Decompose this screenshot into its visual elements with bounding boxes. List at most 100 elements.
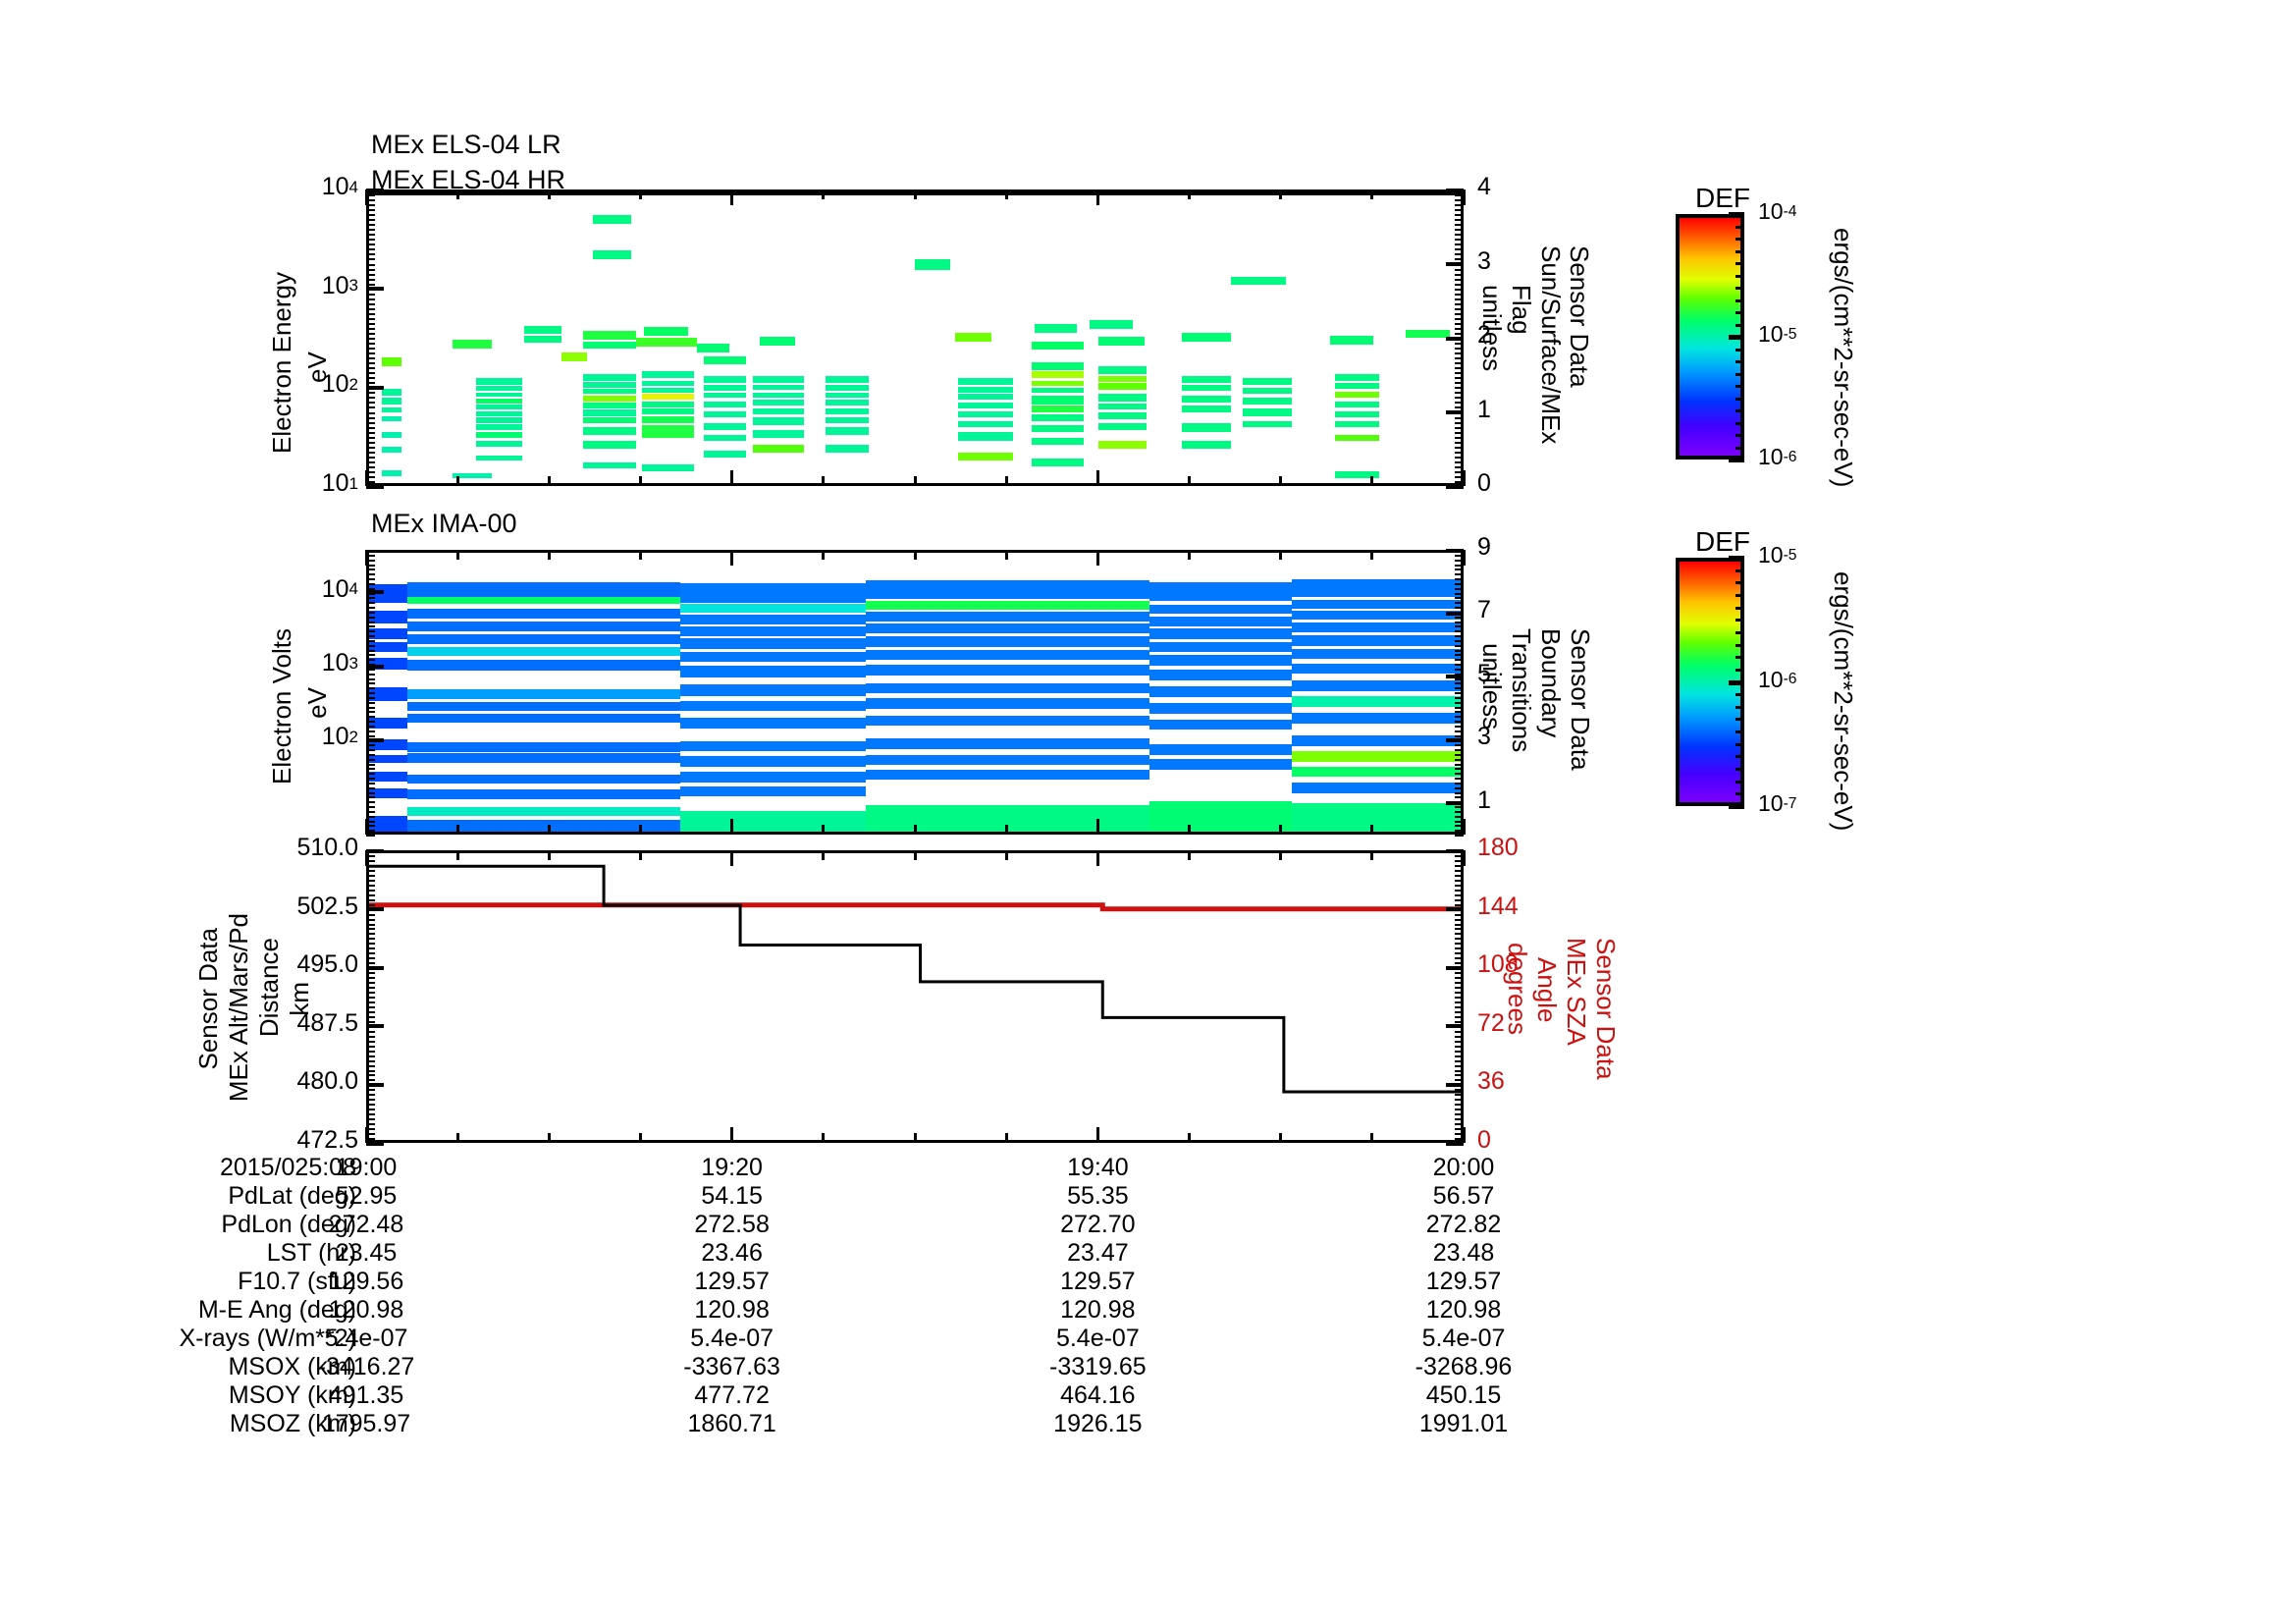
spectrogram-cell: [753, 392, 804, 399]
spectrogram-cell: [642, 370, 695, 379]
y-minor-tick-right: [1455, 587, 1464, 590]
y-minor-tick-right: [1455, 377, 1464, 380]
spectrogram-cell: [1291, 713, 1461, 724]
colorbar-minor-tick: [1735, 742, 1744, 746]
panel2-right-label: Sensor Data: [1566, 628, 1595, 771]
spectrogram-cell: [582, 427, 637, 436]
table-cell: 1860.71: [687, 1410, 776, 1437]
y-minor-tick-right: [1455, 1143, 1464, 1145]
y-major-tick: [366, 965, 384, 970]
spectrogram-cell: [582, 461, 637, 469]
y-minor-tick: [366, 1069, 375, 1072]
spectrogram-cell: [406, 634, 680, 645]
y-minor-tick-right: [1455, 1045, 1464, 1048]
y-minor-tick-right: [1455, 859, 1464, 862]
panel3-right-label3: Angle: [1532, 957, 1562, 1023]
y-minor-tick: [366, 933, 375, 936]
spectrogram-cell: [865, 635, 1150, 648]
y-minor-tick: [366, 1089, 375, 1092]
spectrogram-cell: [1335, 435, 1379, 442]
y-minor-tick: [366, 1001, 375, 1003]
y-minor-tick: [366, 357, 375, 360]
y-minor-tick-right: [1455, 763, 1464, 766]
colorbar-minor-tick: [1735, 262, 1744, 265]
spectrogram-cell: [1182, 406, 1232, 413]
ima-spectrogram-panel[interactable]: [366, 550, 1464, 835]
spectrogram-cell: [704, 356, 746, 365]
y-minor-tick: [366, 1118, 375, 1121]
y-minor-tick-right: [1455, 644, 1464, 647]
y-minor-tick-right: [1455, 972, 1464, 975]
spectrogram-cell: [642, 408, 695, 414]
x-tick-bottom: [913, 476, 917, 486]
y-minor-tick-right: [1455, 730, 1464, 732]
y-tick-label-right: 3: [1477, 723, 1491, 751]
spectrogram-cell: [382, 356, 402, 367]
y-minor-tick-right: [1455, 943, 1464, 946]
y-tick-label: 487.5: [296, 1008, 358, 1037]
spectrogram-cell: [1149, 703, 1292, 714]
y-minor-tick: [366, 744, 375, 747]
y-tick-label: 10 4: [321, 574, 358, 603]
y-minor-tick-right: [1455, 1089, 1464, 1092]
x-tick-top: [639, 550, 642, 560]
table-cell: 491.35: [328, 1381, 404, 1409]
els-spectrogram-panel[interactable]: [366, 189, 1464, 486]
y-tick-label-right: 0: [1477, 469, 1491, 497]
y-minor-tick: [366, 446, 375, 449]
y-minor-tick: [366, 470, 375, 473]
x-tick-top: [1188, 189, 1191, 199]
y-minor-tick-right: [1455, 460, 1464, 463]
y-minor-tick-right: [1455, 1084, 1464, 1087]
spectrogram-cell: [1335, 391, 1379, 399]
y-minor-tick-right: [1455, 982, 1464, 985]
y-minor-tick: [366, 659, 375, 662]
spectrogram-cell: [958, 394, 1014, 401]
y-minor-tick: [366, 564, 375, 567]
spectrogram-cell: [642, 401, 695, 407]
y-minor-tick: [366, 621, 375, 623]
table-cell: 19:40: [1067, 1154, 1129, 1181]
colorbar-minor-tick: [1735, 397, 1744, 401]
spectrogram-cell: [679, 651, 866, 663]
y-minor-tick-right: [1455, 446, 1464, 449]
y-minor-tick-right: [1455, 773, 1464, 776]
x-tick-bottom: [730, 1127, 734, 1143]
y-minor-tick-right: [1455, 778, 1464, 780]
colorbar-minor-tick: [1735, 643, 1744, 647]
y-minor-tick: [366, 387, 375, 390]
spectrogram-cell: [679, 625, 866, 636]
y-minor-tick: [366, 1138, 375, 1141]
y-major-tick-right: [1446, 611, 1464, 616]
y-minor-tick-right: [1455, 1030, 1464, 1033]
spectrogram-cell: [1097, 423, 1147, 430]
y-minor-tick-right: [1455, 302, 1464, 305]
y-minor-tick-right: [1455, 564, 1464, 567]
spectrogram-cell: [475, 386, 522, 391]
spectrogram-cell: [704, 451, 746, 459]
spectrogram-cell: [1031, 438, 1085, 445]
spectrogram-cell: [382, 406, 402, 413]
y-tick-label-right: 3: [1477, 246, 1491, 275]
y-minor-tick-right: [1455, 436, 1464, 439]
y-minor-tick-right: [1455, 701, 1464, 704]
altitude-sza-panel[interactable]: [366, 850, 1464, 1143]
x-tick-bottom: [822, 1133, 826, 1143]
y-minor-tick-right: [1455, 411, 1464, 414]
spectrogram-cell: [406, 608, 680, 620]
spectrogram-cell: [1182, 384, 1232, 391]
x-tick-top: [822, 550, 826, 560]
colorbar-minor-tick: [1735, 656, 1744, 660]
spectrogram-cell: [452, 472, 492, 479]
spectrogram-cell: [523, 325, 561, 334]
y-minor-tick-right: [1455, 1005, 1464, 1008]
y-minor-tick-right: [1455, 884, 1464, 887]
y-minor-tick: [366, 293, 375, 296]
y-minor-tick: [366, 1113, 375, 1116]
y-minor-tick-right: [1455, 263, 1464, 266]
spectrogram-cell: [1291, 578, 1461, 597]
y-minor-tick-right: [1455, 1059, 1464, 1062]
spectrogram-cell: [865, 682, 1150, 694]
spectrogram-cell: [406, 774, 680, 784]
spectrogram-cell: [382, 398, 402, 406]
